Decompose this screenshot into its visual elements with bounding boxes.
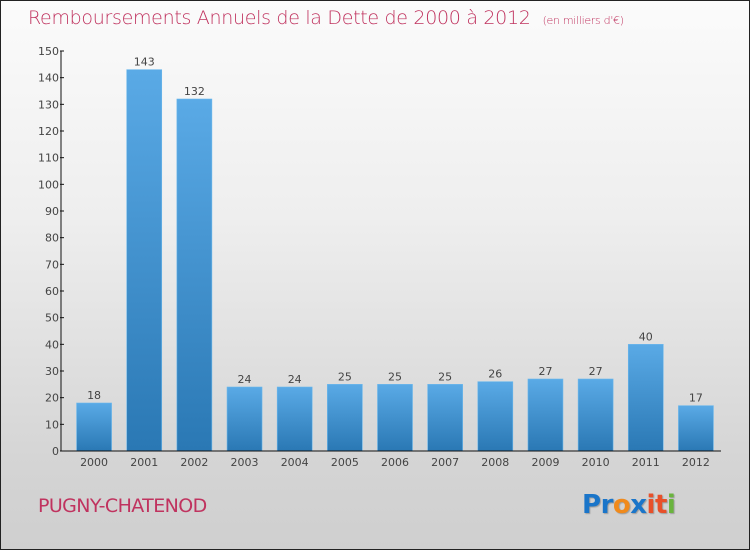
data-label: 17 bbox=[689, 392, 703, 405]
x-tick-label: 2004 bbox=[281, 456, 309, 469]
data-label: 143 bbox=[134, 56, 155, 69]
y-tick-label: 140 bbox=[38, 72, 59, 85]
bar-2009 bbox=[527, 378, 564, 452]
y-tick-label: 70 bbox=[45, 258, 59, 271]
data-label: 25 bbox=[388, 370, 402, 383]
data-label: 27 bbox=[589, 365, 603, 378]
data-label: 24 bbox=[288, 373, 302, 386]
y-tick-label: 80 bbox=[45, 232, 59, 245]
bar-2011 bbox=[627, 344, 664, 452]
y-tick-label: 20 bbox=[45, 392, 59, 405]
x-tick-label: 2005 bbox=[331, 456, 359, 469]
y-tick-label: 130 bbox=[38, 98, 59, 111]
y-tick-label: 0 bbox=[52, 445, 59, 458]
bar-2010 bbox=[577, 378, 614, 452]
x-tick-label: 2003 bbox=[231, 456, 259, 469]
bar-2001 bbox=[126, 69, 163, 452]
logo-letter: i bbox=[646, 490, 656, 520]
data-label: 132 bbox=[184, 85, 205, 98]
x-tick-label: 2008 bbox=[481, 456, 509, 469]
bar-2004 bbox=[276, 386, 313, 452]
x-tick-label: 2010 bbox=[582, 456, 610, 469]
unit-label: (en milliers d'€) bbox=[542, 14, 624, 27]
y-tick-label: 100 bbox=[38, 178, 59, 191]
y-tick-label: 30 bbox=[45, 365, 59, 378]
data-label: 26 bbox=[488, 368, 502, 381]
bar-2006 bbox=[377, 384, 413, 452]
x-tick-label: 2006 bbox=[381, 456, 409, 469]
x-tick-label: 2007 bbox=[431, 456, 459, 469]
x-tick-label: 2000 bbox=[80, 456, 108, 469]
y-tick-label: 150 bbox=[38, 45, 59, 58]
y-tick-label: 50 bbox=[45, 312, 59, 325]
logo-letter: t bbox=[654, 490, 667, 520]
bar-2007 bbox=[427, 384, 463, 452]
data-label: 27 bbox=[538, 365, 552, 378]
commune-name: PUGNY-CHATENOD bbox=[38, 495, 207, 517]
title-text: Remboursements Annuels de la Dette de 20… bbox=[28, 7, 531, 29]
x-tick-label: 2001 bbox=[130, 456, 158, 469]
data-label: 18 bbox=[87, 389, 101, 402]
logo-letter: x bbox=[630, 490, 647, 520]
logo-letter: r bbox=[600, 490, 614, 520]
bar-2012 bbox=[678, 405, 714, 452]
logo-letter: o bbox=[612, 490, 631, 520]
bar-2002 bbox=[176, 98, 213, 452]
x-tick-label: 2012 bbox=[682, 456, 710, 469]
y-tick-label: 60 bbox=[45, 285, 59, 298]
x-tick-label: 2011 bbox=[632, 456, 660, 469]
bar-2003 bbox=[226, 386, 263, 452]
bar-2000 bbox=[76, 402, 112, 452]
data-label: 24 bbox=[238, 373, 252, 386]
data-label: 40 bbox=[639, 330, 653, 343]
x-tick-label: 2002 bbox=[180, 456, 208, 469]
y-tick-label: 10 bbox=[45, 418, 59, 431]
data-label: 25 bbox=[338, 370, 352, 383]
data-label: 25 bbox=[438, 370, 452, 383]
y-tick-label: 110 bbox=[38, 152, 59, 165]
logo-letter: i bbox=[666, 490, 676, 520]
y-tick-label: 90 bbox=[45, 205, 59, 218]
y-tick-label: 120 bbox=[38, 125, 59, 138]
logo-letter: P bbox=[582, 490, 601, 520]
y-tick-label: 40 bbox=[45, 338, 59, 351]
proxiti-logo[interactable]: Proxiti bbox=[582, 490, 676, 520]
bar-2005 bbox=[327, 384, 363, 452]
bar-2008 bbox=[477, 381, 514, 452]
chart-title: Remboursements Annuels de la Dette de 20… bbox=[28, 7, 624, 29]
x-tick-label: 2009 bbox=[531, 456, 559, 469]
